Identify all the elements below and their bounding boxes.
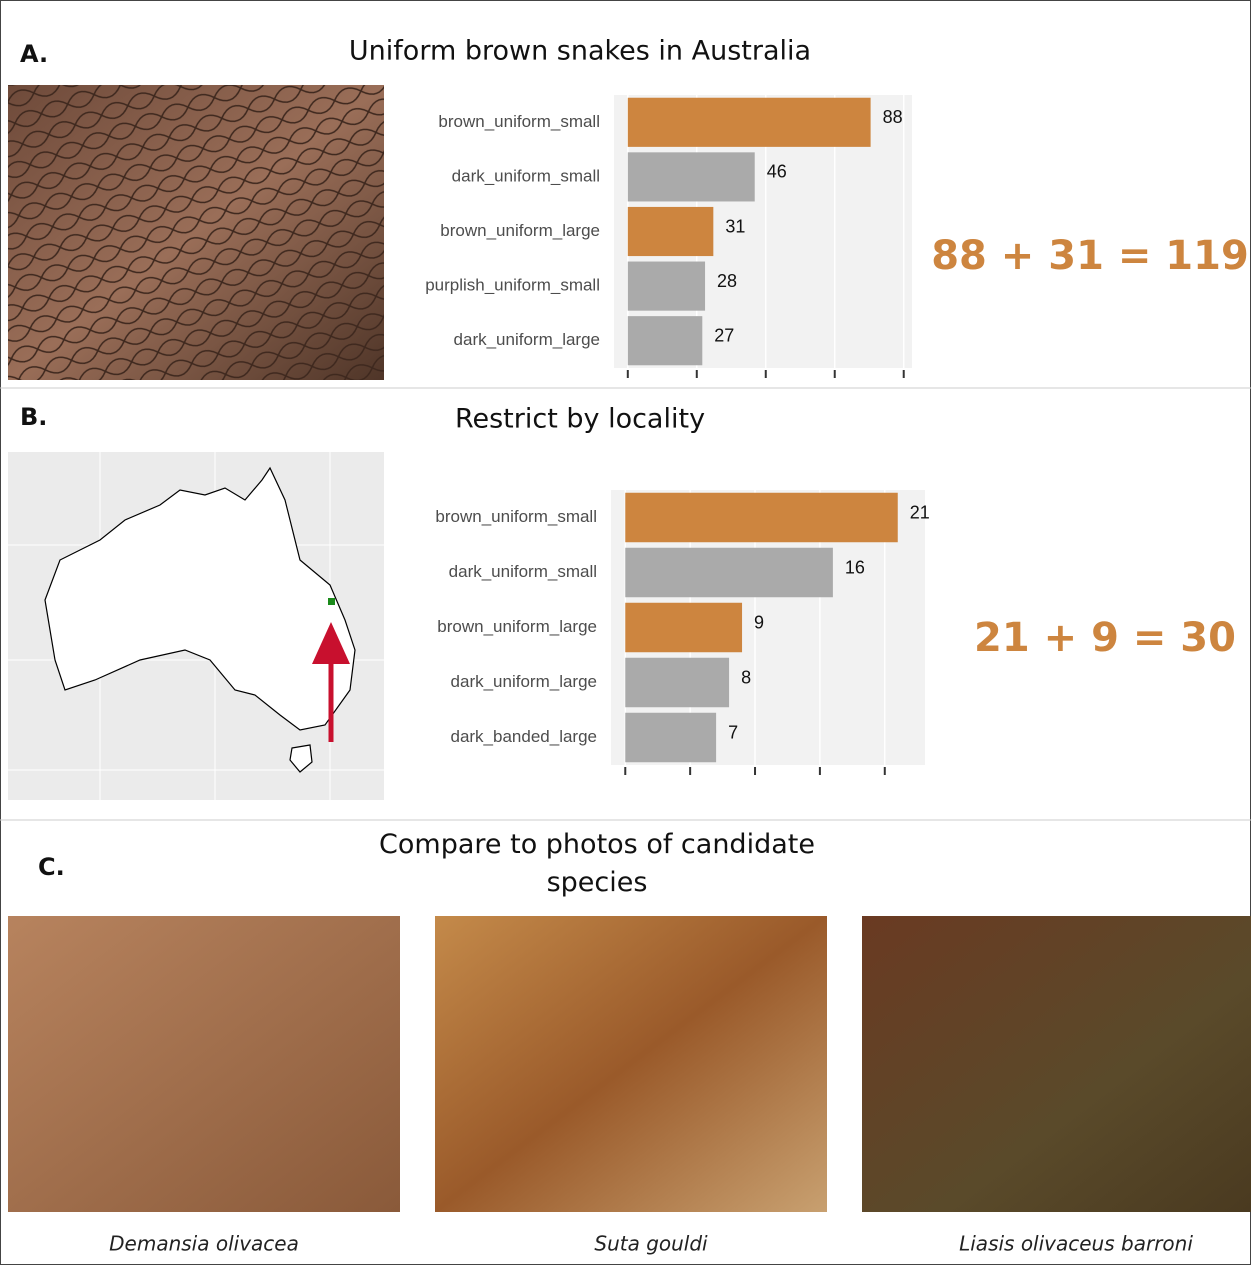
snake-scales — [8, 85, 384, 380]
category-label: dark_uniform_small — [449, 562, 597, 581]
value-label: 21 — [910, 502, 930, 522]
panel-label: B. — [20, 403, 47, 431]
value-label: 9 — [754, 612, 764, 632]
panel-title: Restrict by locality — [455, 404, 705, 435]
panel-label: A. — [20, 40, 48, 68]
panel-label: C. — [38, 853, 65, 881]
value-label: 7 — [728, 722, 738, 742]
category-label: brown_uniform_large — [440, 221, 600, 240]
panel-title: Compare to photos of candidate species — [372, 826, 822, 902]
photo-caption: Demansia olivacea — [109, 1232, 299, 1256]
bar — [628, 316, 703, 365]
sum-annotation: 88 + 31 = 119 — [931, 233, 1249, 279]
bar — [628, 98, 871, 147]
map — [8, 452, 384, 800]
category-label: dark_banded_large — [450, 727, 597, 746]
category-label: brown_uniform_small — [438, 112, 600, 131]
bar — [625, 713, 716, 763]
value-label: 8 — [741, 667, 751, 687]
bar — [628, 207, 714, 256]
category-label: dark_uniform_large — [454, 330, 600, 349]
snake-photo — [8, 916, 400, 1212]
value-label: 31 — [725, 216, 745, 236]
value-label: 16 — [845, 557, 865, 577]
bar — [628, 262, 705, 311]
value-label: 46 — [767, 162, 787, 182]
figure: A. Uniform brown snakes in Australia B. … — [0, 0, 1251, 1265]
category-label: purplish_uniform_small — [425, 276, 600, 295]
category-label: brown_uniform_large — [437, 617, 597, 636]
category-label: brown_uniform_small — [435, 507, 597, 526]
category-label: dark_uniform_large — [451, 672, 597, 691]
panel-title: Uniform brown snakes in Australia — [349, 36, 811, 67]
bar — [625, 658, 729, 708]
snake-photo — [862, 916, 1251, 1212]
bar — [628, 152, 755, 201]
value-label: 28 — [717, 271, 737, 291]
value-label: 27 — [714, 325, 734, 345]
canvas: A. Uniform brown snakes in Australia B. … — [0, 0, 1251, 1265]
snake-photo — [435, 916, 827, 1212]
bar — [625, 603, 742, 653]
photo-caption: Liasis olivaceus barroni — [959, 1232, 1193, 1256]
bar — [625, 548, 833, 598]
category-label: dark_uniform_small — [452, 166, 600, 185]
photo-caption: Suta gouldi — [594, 1232, 708, 1256]
sum-annotation: 21 + 9 = 30 — [974, 615, 1236, 661]
bar — [625, 493, 897, 543]
value-label: 88 — [883, 107, 903, 127]
